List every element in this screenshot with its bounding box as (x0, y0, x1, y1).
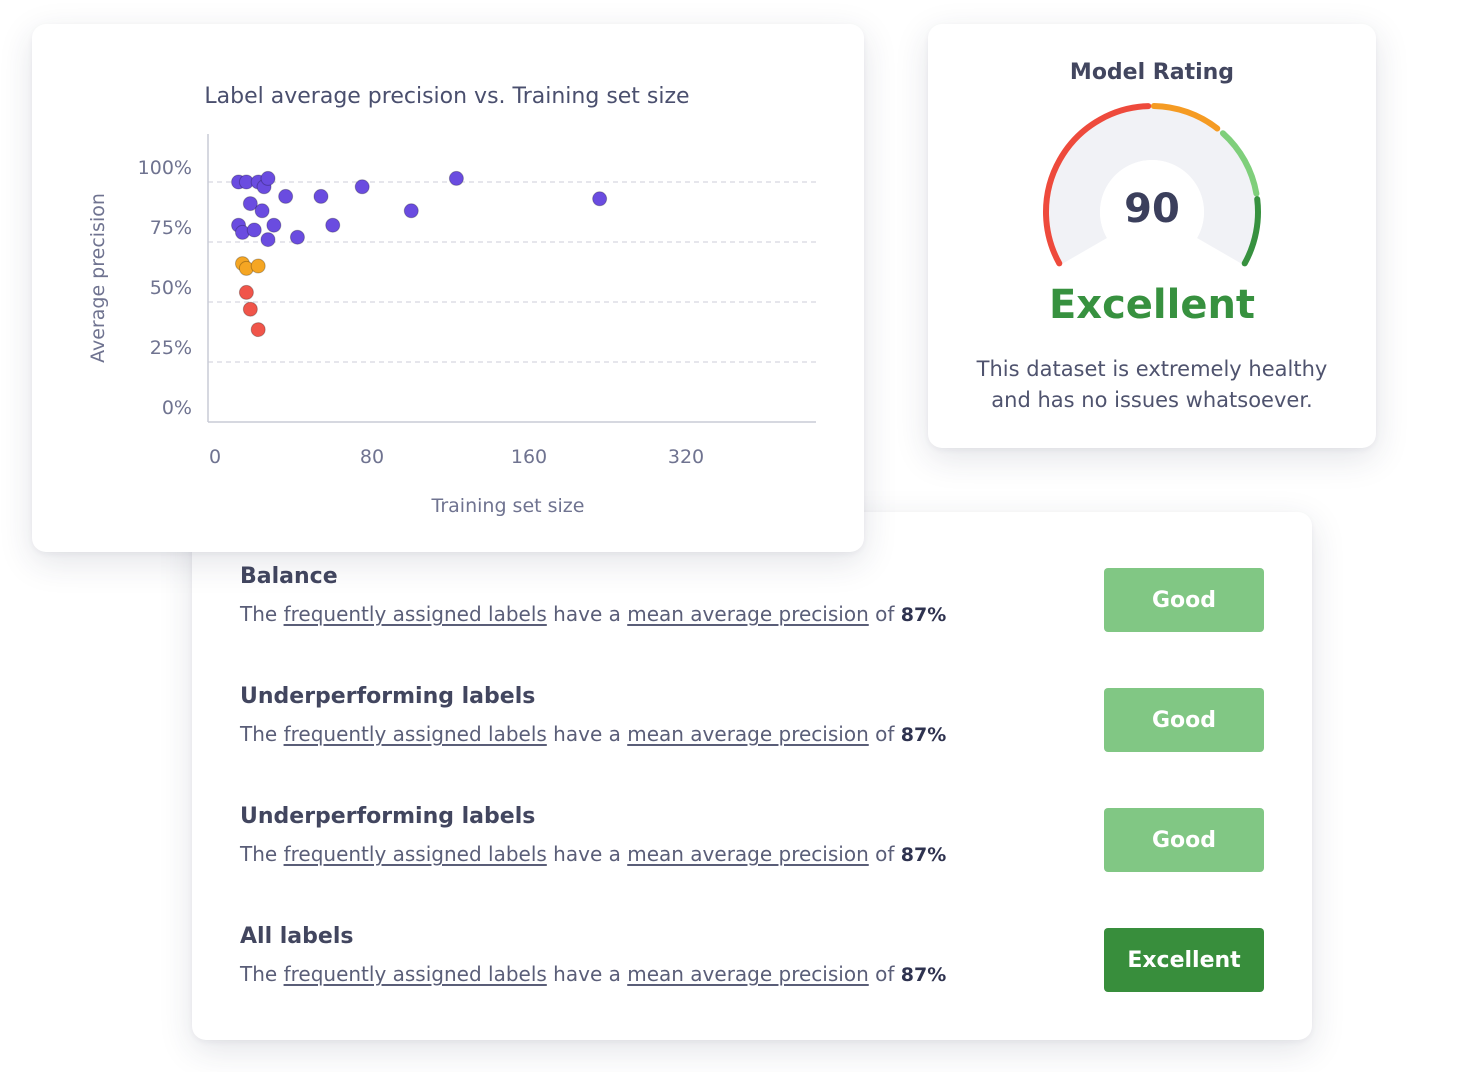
y-tick-labels: 0% 25% 50% 75% 100% (138, 157, 192, 419)
desc-suffix: of (875, 602, 895, 626)
scatter-point (250, 258, 266, 274)
scatter-point (448, 170, 464, 186)
scatter-point (246, 222, 262, 238)
precision-chart-card: Label average precision vs. Training set… (32, 24, 864, 552)
x-tick-label: 80 (360, 446, 384, 468)
metric-description: The frequently assigned labels have a me… (240, 602, 946, 626)
scatter-chart: 0% 25% 50% 75% 100% 0 80 160 320 Training set s… (87, 134, 816, 517)
desc-middle: have a (553, 962, 621, 986)
metric-value: 87% (900, 724, 947, 746)
status-badge-excellent[interactable]: Excellent (1104, 928, 1264, 992)
scatter-point (260, 232, 276, 248)
frequently-assigned-labels-link[interactable]: frequently assigned labels (283, 962, 547, 986)
metric-row-underperforming-labels: Underperforming labels The frequently as… (240, 684, 1264, 756)
x-tick-label: 0 (209, 446, 221, 468)
y-tick-label: 50% (150, 277, 192, 299)
scatter-point (354, 179, 370, 195)
metric-value: 87% (900, 964, 947, 986)
metric-row-balance: Balance The frequently assigned labels h… (240, 564, 1264, 636)
metric-title: Underperforming labels (240, 684, 536, 709)
scatter-point (242, 301, 258, 317)
scatter-point (325, 217, 341, 233)
metric-description: The frequently assigned labels have a me… (240, 722, 946, 746)
scatter-point (289, 229, 305, 245)
gauge-hub (1100, 160, 1204, 264)
gauge-arc-excellent (1241, 196, 1261, 267)
chart-title: Label average precision vs. Training set… (204, 84, 690, 109)
y-axis-label: Average precision (87, 193, 109, 363)
x-tick-label: 160 (511, 446, 547, 468)
status-badge-good[interactable]: Good (1104, 688, 1264, 752)
metric-title: All labels (240, 924, 354, 949)
scatter-point (266, 217, 282, 233)
desc-middle: have a (553, 842, 621, 866)
x-tick-label: 320 (668, 446, 704, 468)
metric-value: 87% (900, 844, 947, 866)
desc-prefix: The (240, 602, 278, 626)
scatter-point (250, 322, 266, 338)
gauge-background (1046, 105, 1258, 265)
scatter-point (592, 191, 608, 207)
metric-description: The frequently assigned labels have a me… (240, 842, 946, 866)
frequently-assigned-labels-link[interactable]: frequently assigned labels (283, 602, 547, 626)
metric-value: 87% (900, 604, 947, 626)
scatter-point (403, 203, 419, 219)
frequently-assigned-labels-link[interactable]: frequently assigned labels (283, 722, 547, 746)
desc-middle: have a (553, 722, 621, 746)
gauge-value: 90 (1124, 186, 1180, 232)
metric-title: Underperforming labels (240, 804, 536, 829)
y-tick-label: 0% (162, 397, 192, 419)
metric-row-all-labels: All labels The frequently assigned label… (240, 924, 1264, 996)
frequently-assigned-labels-link[interactable]: frequently assigned labels (283, 842, 547, 866)
desc-prefix: The (240, 842, 278, 866)
desc-middle: have a (553, 602, 621, 626)
x-axis-label: Training set size (431, 495, 585, 517)
scatter-point (242, 196, 258, 212)
mean-average-precision-link[interactable]: mean average precision (627, 722, 869, 746)
scatter-point (254, 203, 270, 219)
metric-row-underperforming-labels-2: Underperforming labels The frequently as… (240, 804, 1264, 876)
desc-suffix: of (875, 842, 895, 866)
scatter-point (260, 170, 276, 186)
scatter-points (231, 170, 608, 338)
scatter-point (278, 188, 294, 204)
y-tick-label: 100% (138, 157, 192, 179)
rating-title: Model Rating (1069, 60, 1235, 85)
metrics-card: Balance The frequently assigned labels h… (192, 512, 1312, 1040)
desc-prefix: The (240, 722, 278, 746)
model-rating-card: Model Rating 90 Excellent This dataset i… (928, 24, 1376, 448)
desc-suffix: of (875, 962, 895, 986)
metric-description: The frequently assigned labels have a me… (240, 962, 946, 986)
gauge-arcs (1043, 103, 1261, 267)
gauge-arc-fair (1150, 103, 1221, 132)
mean-average-precision-link[interactable]: mean average precision (627, 962, 869, 986)
status-badge-good[interactable]: Good (1104, 568, 1264, 632)
rating-status: Excellent (1048, 282, 1256, 328)
chart-gridlines (208, 181, 816, 363)
scatter-point (313, 188, 329, 204)
x-tick-labels: 0 80 160 320 (209, 446, 704, 468)
desc-prefix: The (240, 962, 278, 986)
y-tick-label: 75% (150, 217, 192, 239)
rating-description: This dataset is extremely healthy and ha… (976, 357, 1328, 412)
gauge-arc-poor (1043, 103, 1152, 267)
desc-suffix: of (875, 722, 895, 746)
mean-average-precision-link[interactable]: mean average precision (627, 842, 869, 866)
mean-average-precision-link[interactable]: mean average precision (627, 602, 869, 626)
metric-title: Balance (240, 564, 338, 589)
gauge-arc-good (1219, 130, 1260, 197)
rating-gauge (1043, 103, 1261, 267)
y-tick-label: 25% (150, 337, 192, 359)
scatter-point (238, 284, 254, 300)
status-badge-good[interactable]: Good (1104, 808, 1264, 872)
